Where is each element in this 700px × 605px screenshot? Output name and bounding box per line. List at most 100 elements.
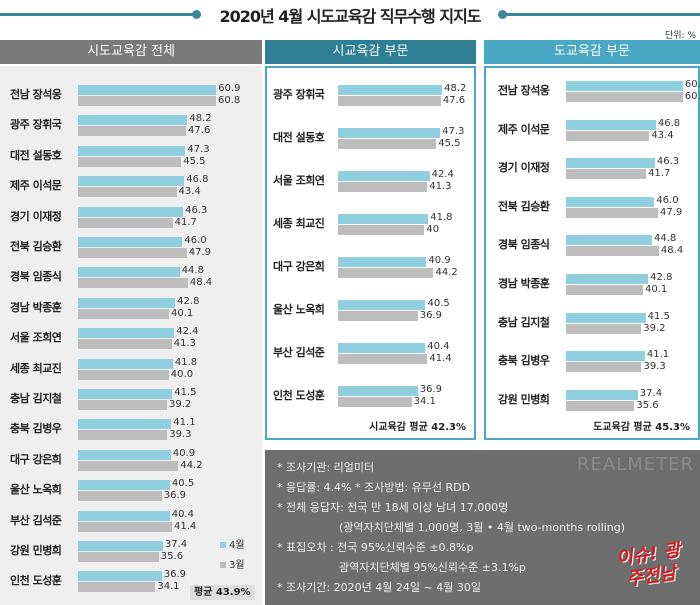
value-label-mar: 36.9 <box>419 310 442 321</box>
title-rule-right <box>500 13 700 16</box>
value-label-apr: 42.4 <box>431 169 454 180</box>
bar-apr <box>78 358 173 369</box>
value-label-mar: 39.3 <box>169 429 192 441</box>
row-label: 강원 민병희 <box>498 392 550 406</box>
bar-mar <box>566 169 647 180</box>
value-label-apr: 41.8 <box>430 212 453 223</box>
row-label: 서울 조희연 <box>10 331 62 345</box>
bar-mar <box>78 582 156 593</box>
chart-row: 강원 민병희 37.4 35.6 <box>0 538 262 564</box>
note-sampling-error: * 표집오차 : 전국 95%신뢰수준 ±0.8%p <box>277 541 474 554</box>
bar-apr <box>78 510 170 521</box>
bar-mar <box>78 521 172 532</box>
chart-row: 울산 노옥희 40.5 36.9 <box>0 477 262 503</box>
value-label-apr: 60.9 <box>684 79 700 90</box>
bar-mar <box>78 126 187 137</box>
value-label-apr: 36.9 <box>163 569 187 581</box>
row-label: 광주 장휘국 <box>273 88 325 101</box>
bar-apr <box>338 128 441 138</box>
chart-row: 대전 설동호 47.3 45.5 <box>265 125 476 151</box>
panel-all: 시도교육감 전체 4월 3월 평균 43.9% 전남 장석웅 60.9 60.8 광주… <box>0 40 262 605</box>
value-label-mar: 45.5 <box>183 155 206 167</box>
value-label-mar: 47.6 <box>188 125 211 137</box>
chart-row: 광주 장휘국 48.2 47.6 <box>0 112 262 138</box>
bar-mar <box>338 225 425 235</box>
bar-apr <box>566 196 655 207</box>
value-label-apr: 37.4 <box>164 539 188 550</box>
value-label-apr: 40.4 <box>427 341 450 352</box>
page-title: 2020년 4월 시도교육감 직무수행 지지도 <box>219 7 481 26</box>
row-label: 제주 이석문 <box>498 122 550 136</box>
row-label: 충남 김지철 <box>10 392 62 405</box>
bar-mar <box>338 268 434 278</box>
chart-row: 인천 도성훈 36.9 34.1 <box>0 568 262 594</box>
value-label-apr: 60.9 <box>218 83 241 94</box>
value-label-mar: 34.1 <box>413 396 436 407</box>
bar-apr <box>78 206 184 217</box>
chart-row: 부산 김석준 40.4 41.4 <box>0 508 262 534</box>
chart-row: 세종 최교진 41.8 40 <box>265 211 476 237</box>
bar-apr <box>338 85 443 95</box>
chart-row: 세종 최교진 41.8 40.0 <box>0 356 262 382</box>
bar-apr <box>78 449 171 460</box>
legend-apr: 4월 <box>220 540 245 552</box>
note-response-rate: * 응답률: 4.4% * 조사방법: 유무선 RDD <box>277 481 471 494</box>
row-label: 세종 최교진 <box>273 217 325 230</box>
row-label: 충북 김병우 <box>498 354 550 368</box>
bar-apr <box>566 389 638 400</box>
value-label-mar: 36.9 <box>163 490 187 502</box>
title-rule-left <box>0 13 195 16</box>
value-label-mar: 39.2 <box>643 322 666 334</box>
value-label-apr: 41.1 <box>173 417 196 429</box>
value-label-mar: 40.0 <box>170 368 194 380</box>
bar-apr <box>78 115 188 126</box>
unit-label: 단위: % <box>664 31 696 41</box>
value-label-apr: 42.8 <box>177 295 200 307</box>
value-label-mar: 43.4 <box>178 186 201 198</box>
bar-mar <box>78 156 182 167</box>
value-label-apr: 46.3 <box>185 204 208 216</box>
bar-mar <box>566 92 683 102</box>
bar-mar <box>78 278 188 289</box>
chart-row: 충남 김지철 41.5 39.2 <box>0 386 262 412</box>
value-label-mar: 47.9 <box>659 206 683 218</box>
bar-apr <box>566 81 683 91</box>
value-label-apr: 42.4 <box>176 326 199 338</box>
survey-notes: * 조사기관: 리얼미터 * 응답률: 4.4% * 조사방법: 유무선 RDD… <box>265 450 700 605</box>
chart-row: 대구 강은희 40.9 44.2 <box>0 447 262 473</box>
panel-city-header: 시교육감 부문 <box>265 40 476 64</box>
row-label: 경북 임종식 <box>10 270 62 284</box>
panel-province: 도교육감 부문 도교육감 평균 45.3% 전남 장석웅 60.960.8 제주 이… <box>484 40 700 440</box>
chart-row: 경북 임종식 44.8 48.4 <box>484 232 700 258</box>
value-label-apr: 41.5 <box>647 310 670 322</box>
chart-row: 광주 장휘국 48.2 47.6 <box>265 82 476 108</box>
chart-row: 전남 장석웅 60.960.8 <box>484 78 700 104</box>
row-label: 인천 도성훈 <box>10 574 62 588</box>
value-label-mar: 41.7 <box>648 168 671 180</box>
value-label-mar: 40.1 <box>171 307 194 319</box>
bar-mar <box>78 339 172 350</box>
bar-mar <box>78 308 170 319</box>
note-agency: * 조사기관: 리얼미터 <box>277 461 375 474</box>
value-label-apr: 42.8 <box>650 272 673 283</box>
row-label: 세종 최교진 <box>10 361 62 375</box>
chart-row: 부산 김석준 40.4 41.4 <box>265 340 476 366</box>
row-label: 서울 조희연 <box>273 174 325 187</box>
chart-row: 경남 박종훈 42.8 40.1 <box>484 271 700 297</box>
bar-apr <box>78 297 176 308</box>
value-label-mar: 44.2 <box>180 459 203 471</box>
note-period: * 조사기간: 2020년 4월 24일 ~ 4월 30일 <box>277 581 481 594</box>
value-label-mar: 47.6 <box>442 95 466 106</box>
chart-row: 울산 노옥희 40.5 36.9 <box>265 297 476 323</box>
chart-row: 인천 도성훈 36.9 34.1 <box>265 383 476 409</box>
bar-mar <box>566 130 650 141</box>
bar-apr <box>566 235 653 246</box>
value-label-mar: 34.1 <box>157 581 180 593</box>
value-label-apr: 41.5 <box>174 387 197 398</box>
bar-mar <box>78 552 159 562</box>
value-label-mar: 48.4 <box>660 245 684 257</box>
row-label: 경남 박종훈 <box>498 277 550 290</box>
bar-mar <box>338 139 437 149</box>
value-label-apr: 41.1 <box>646 349 670 361</box>
row-label: 경북 임종식 <box>498 238 550 252</box>
